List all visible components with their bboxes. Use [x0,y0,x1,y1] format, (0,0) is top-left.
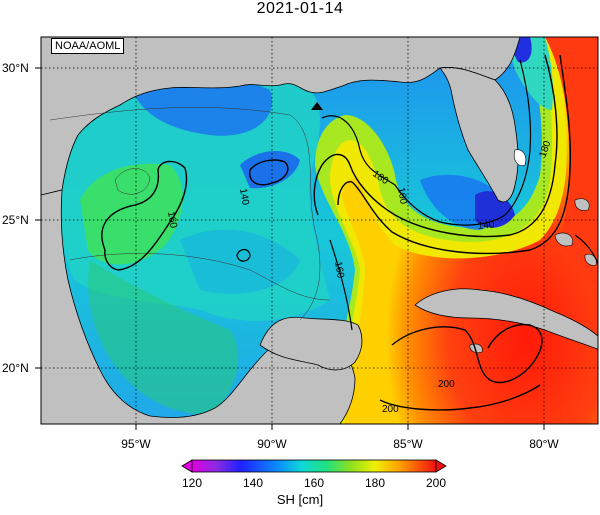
colorbar-tick: 180 [365,476,385,490]
contour-140-central [249,159,289,186]
lat-tick-label: 30°N [2,61,29,75]
map-title: 2021-01-14 [256,0,344,17]
central-gulf-waters [180,229,300,294]
contour-180-atlantic [574,234,598,267]
credit-label: NOAA/AOML [51,38,125,54]
southwest-waters [88,260,239,415]
bahamas-island [554,232,573,247]
cold-eddy-central [240,150,300,189]
contour-160-west [101,160,188,271]
contour-140-east [321,59,532,226]
colorbar-tick: 200 [426,476,446,490]
graticule [41,37,598,424]
lat-tick-label: 25°N [2,213,29,227]
axis-ticks [35,67,545,430]
colorbar-tick: 140 [243,476,263,490]
contour-label: 140 [237,188,251,207]
colorbar-tick: 120 [182,476,202,490]
contour-small-eddy [236,248,251,262]
contour-label: 160 [395,187,409,206]
contour-label: 160 [332,261,346,280]
lon-tick-label: 85°W [393,437,423,451]
colorbar-tick: 160 [304,476,324,490]
lat-tick-label: 20°N [2,361,29,375]
colorbar: 120 140 160 180 200 [181,459,447,490]
bahamas-island [574,198,590,211]
northern-shelf-low [130,74,272,136]
gulf-stream-warm [545,37,598,289]
contour-label: 200 [382,404,399,415]
contour-line [69,253,331,301]
colorbar-scale [191,459,437,473]
isle-of-youth [469,343,483,353]
florida-peninsula [439,67,519,203]
lake-okeechobee [513,149,527,166]
contour-180-loop [337,54,572,255]
cuba [414,288,598,350]
contour-label: 160 [165,211,179,230]
lon-tick-label: 90°W [257,437,287,451]
map-frame [40,36,599,425]
contour-label: 200 [438,379,455,390]
contour-label: 140 [477,220,495,232]
lon-tick-label: 95°W [121,437,151,451]
bahamas-island [584,253,597,266]
colorbar-max-arrow [435,459,447,473]
contour-160-loop [313,54,558,238]
colorbar-label: SH [cm] [276,492,324,507]
colorbar-min-arrow [181,459,193,473]
lon-tick-label: 80°W [529,437,559,451]
warm-eddy-west [80,163,183,265]
contour-line [49,107,321,321]
contour-200-south [379,384,541,411]
yucatan-peninsula [259,316,363,371]
contour-200-caribbean [391,323,543,384]
contour-160-channel [329,239,353,331]
station-marker-icon [311,102,323,110]
